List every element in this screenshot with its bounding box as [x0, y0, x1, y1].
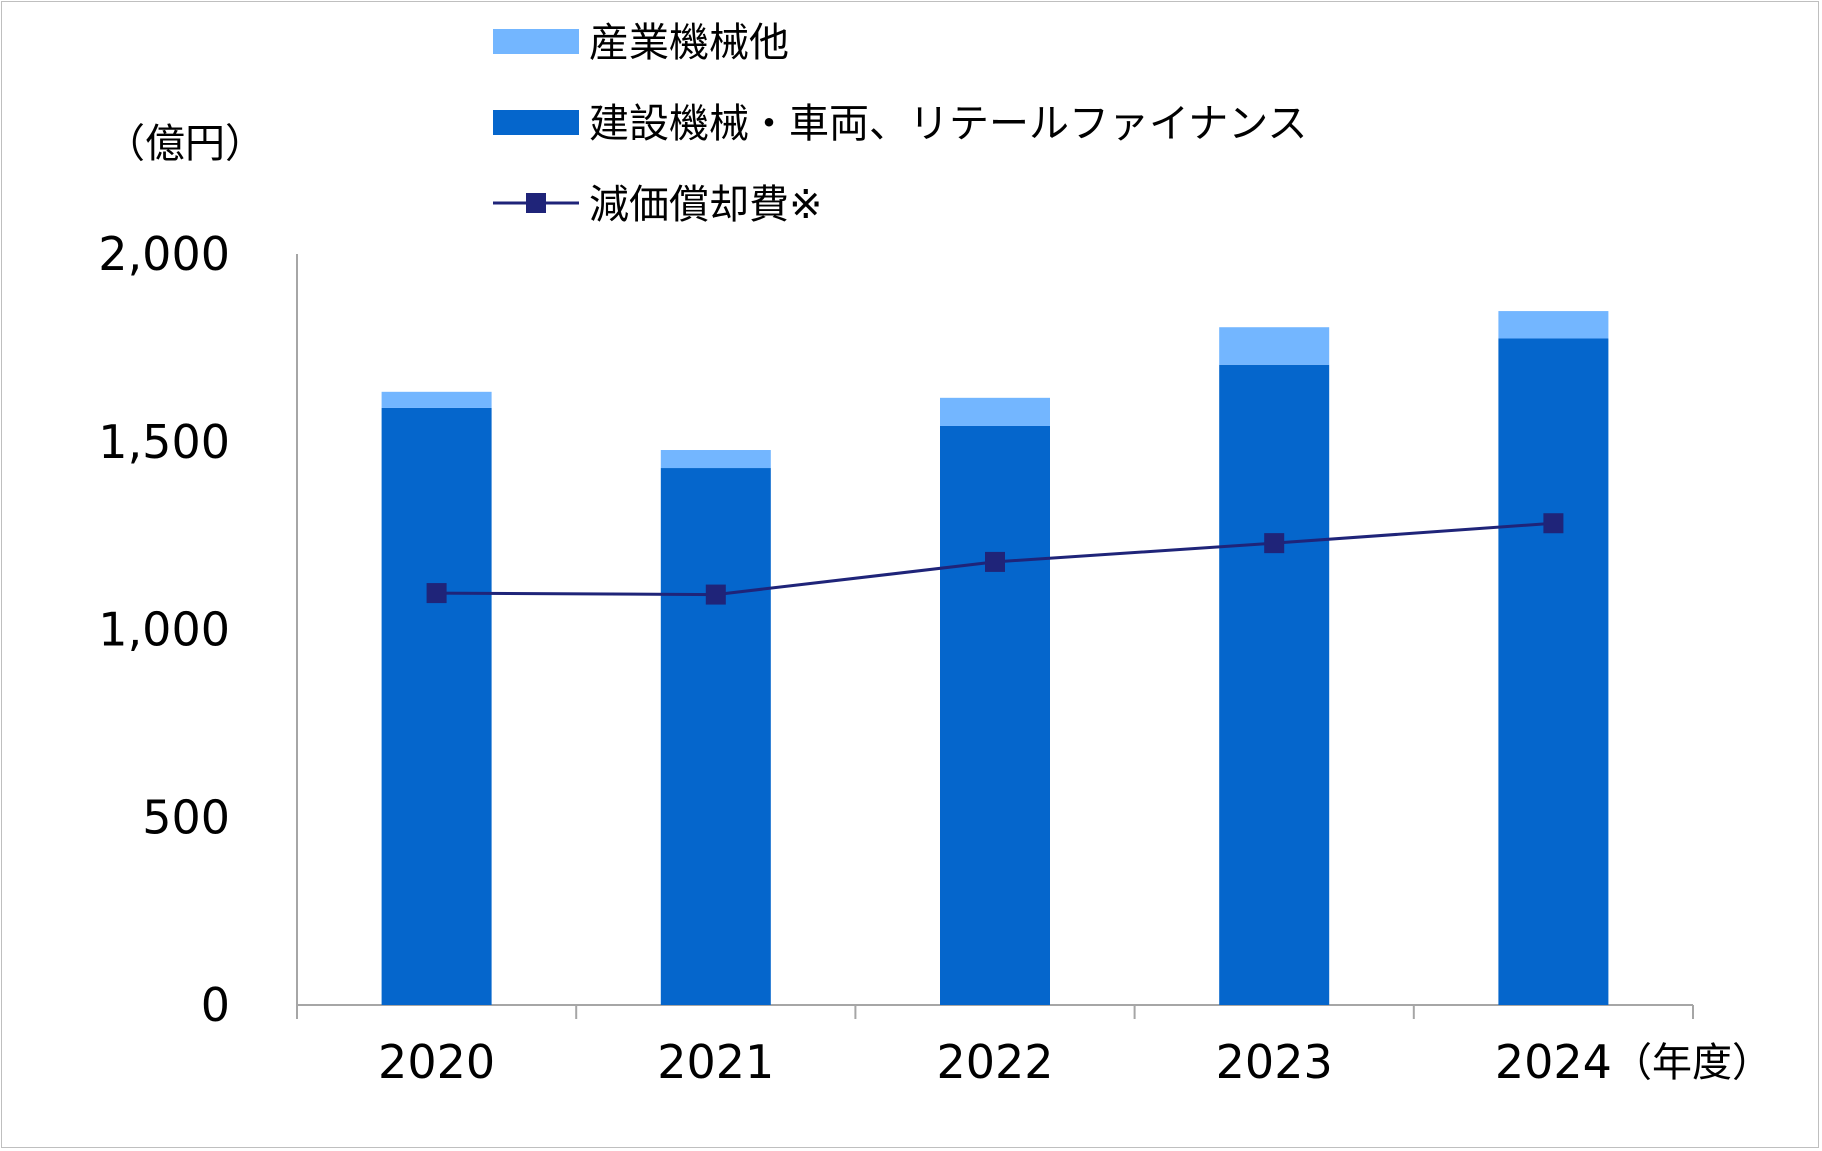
y-tick-label: 2,000 — [98, 227, 230, 281]
y-unit-label: （億円） — [105, 121, 265, 167]
y-tick-label: 1,500 — [98, 415, 230, 469]
depreciation-point-2021 — [705, 584, 726, 605]
x-tick-label-2021: 2021 — [657, 1035, 774, 1089]
legend-label-depreciation: 減価償却費※ — [589, 182, 823, 228]
y-tick-label: 0 — [201, 978, 230, 1032]
legend: 産業機械他 建設機械・車両、リテールファイナンス 減価償却費※ — [493, 20, 1307, 228]
bars — [381, 311, 1609, 1006]
depreciation-point-2024 — [1543, 513, 1564, 534]
bar-construction-2020 — [381, 407, 492, 1006]
x-tick-label-2022: 2022 — [936, 1035, 1053, 1089]
bar-construction-2023 — [1219, 364, 1330, 1006]
bar-industrial-2020 — [381, 391, 492, 408]
legend-label-industrial: 産業機械他 — [589, 20, 789, 66]
x-unit-label: （年度） — [1612, 1040, 1772, 1086]
depreciation-point-2022 — [985, 551, 1005, 572]
bar-industrial-2021 — [660, 450, 771, 469]
x-tick-label-2024: 2024 — [1495, 1035, 1612, 1089]
y-tick-labels: 0 500 1,000 1,500 2,000 — [98, 227, 230, 1032]
depreciation-point-2020 — [426, 583, 447, 604]
x-tick-label-2023: 2023 — [1216, 1035, 1333, 1089]
legend-swatch-construction — [493, 110, 579, 135]
legend-swatch-industrial — [493, 29, 579, 54]
bar-construction-2022 — [940, 425, 1050, 1005]
legend-marker-depreciation — [526, 193, 546, 213]
depreciation-point-2023 — [1264, 533, 1285, 554]
x-tick-labels: 2020 2021 2022 2023 2024 — [378, 1035, 1612, 1089]
depreciation-line — [426, 513, 1564, 605]
bar-industrial-2022 — [940, 397, 1050, 426]
bar-construction-2021 — [660, 468, 771, 1005]
bar-industrial-2024 — [1498, 311, 1609, 339]
legend-label-construction: 建設機械・車両、リテールファイナンス — [589, 101, 1307, 147]
bar-industrial-2023 — [1219, 327, 1330, 365]
y-tick-label: 500 — [142, 790, 230, 844]
bar-construction-2024 — [1498, 338, 1609, 1005]
x-tick-label-2020: 2020 — [378, 1035, 495, 1089]
y-tick-label: 1,000 — [98, 603, 230, 657]
